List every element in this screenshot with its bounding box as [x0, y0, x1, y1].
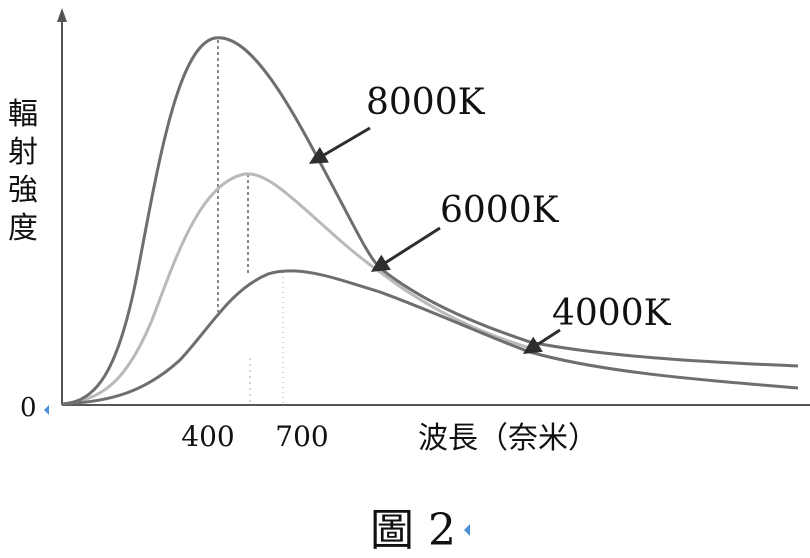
- y-axis-label-char: 射: [8, 135, 38, 170]
- origin-marker-icon: [44, 405, 49, 415]
- series-line-4000k: [61, 269, 799, 406]
- y-origin-label: 0: [20, 393, 37, 423]
- series-label-8000k: 8000K: [366, 82, 486, 123]
- x-axis-label: 波長（奈米）: [418, 421, 598, 456]
- y-axis-label-char: 度: [8, 211, 38, 246]
- series-line-6000k: [61, 172, 531, 406]
- figure-caption: 圖 2: [370, 505, 456, 556]
- pointer-arrow-8000k: [308, 126, 371, 164]
- caption-marker-icon: [464, 524, 470, 536]
- series-label-4000k: 4000K: [552, 293, 672, 334]
- pointer-arrow-6000k: [370, 226, 441, 272]
- y-axis-label: 輻 射 強 度: [8, 97, 48, 246]
- y-axis-label-char: 強: [8, 173, 38, 208]
- y-axis-arrow: [57, 8, 67, 22]
- series-label-6000k: 6000K: [440, 190, 560, 231]
- x-tick-label-400: 400: [181, 420, 234, 453]
- pointer-arrow-4000k: [522, 328, 561, 354]
- y-axis-label-char: 輻: [8, 97, 38, 132]
- x-tick-label-700: 700: [275, 420, 328, 453]
- series-line-8000k: [61, 36, 799, 406]
